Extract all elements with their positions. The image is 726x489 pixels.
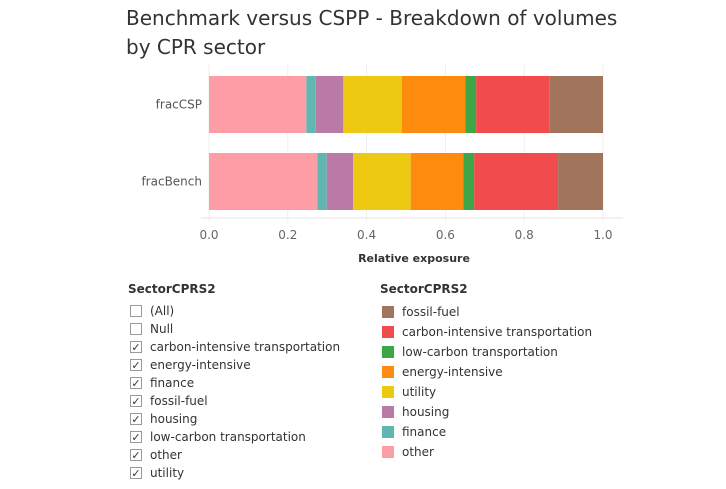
checkbox-checked-icon[interactable]: ✓: [130, 466, 142, 480]
filter-item-label: housing: [150, 412, 198, 426]
filter-title: SectorCPRS2: [128, 282, 216, 296]
filter-item-label: (All): [150, 304, 175, 318]
filter-item-label: utility: [150, 466, 185, 480]
legend-swatch: [382, 326, 394, 338]
bar-segment-utility[interactable]: [343, 76, 402, 133]
legend-item-label: finance: [402, 425, 447, 439]
legend-item-label: carbon-intensive transportation: [402, 325, 593, 339]
legend-item-label: energy-intensive: [402, 365, 503, 379]
x-axis-label: Relative exposure: [358, 252, 470, 265]
chart-bars: [209, 76, 603, 210]
legend-item-label: utility: [402, 385, 437, 399]
legend-item[interactable]: low-carbon transportation: [380, 342, 592, 362]
chart-title: Benchmark versus CSPP - Breakdown of vol…: [126, 6, 618, 59]
filter-item-label: fossil-fuel: [150, 394, 208, 408]
bar-segment-housing[interactable]: [315, 76, 344, 133]
filter-item[interactable]: ✓ fossil-fuel: [128, 392, 340, 410]
bar-segment-other[interactable]: [209, 76, 307, 133]
x-tick-label: 1.0: [593, 228, 612, 242]
filter-item[interactable]: (All): [128, 302, 340, 320]
x-tick-label: 0.0: [199, 228, 218, 242]
x-axis-ticks: 0.0 0.2 0.4 0.6 0.8 1.0: [199, 228, 612, 242]
x-tick-label: 0.2: [278, 228, 297, 242]
legend-item[interactable]: carbon-intensive transportation: [380, 322, 592, 342]
filter-item-label: other: [150, 448, 182, 462]
legend-swatch: [382, 426, 394, 438]
checkbox-checked-icon[interactable]: ✓: [130, 376, 142, 390]
checkbox-checked-icon[interactable]: ✓: [130, 448, 142, 462]
legend-item[interactable]: housing: [380, 402, 592, 422]
bar-segment-energy-intensive[interactable]: [401, 76, 466, 133]
x-tick-label: 0.4: [357, 228, 376, 242]
bar-segment-utility[interactable]: [353, 153, 411, 210]
legend-swatch: [382, 386, 394, 398]
checkbox-unchecked-icon[interactable]: [130, 305, 142, 317]
bar-segment-fossil-fuel[interactable]: [558, 153, 603, 210]
bar-segment-carbon-intensive-transportation[interactable]: [476, 76, 550, 133]
legend-item[interactable]: fossil-fuel: [380, 302, 592, 322]
bar-segment-low-carbon-transportation[interactable]: [463, 153, 475, 210]
filter-item[interactable]: Null: [128, 320, 340, 338]
filter-list: (All) Null ✓ carbon-intensive transportatio…: [128, 302, 340, 482]
bar-segment-other[interactable]: [209, 153, 318, 210]
bar-segment-fossil-fuel[interactable]: [549, 76, 603, 133]
checkbox-checked-icon[interactable]: ✓: [130, 412, 142, 426]
bar-segment-energy-intensive[interactable]: [410, 153, 464, 210]
filter-item-label: Null: [150, 322, 174, 336]
bar-segment-housing[interactable]: [326, 153, 354, 210]
legend-item[interactable]: utility: [380, 382, 592, 402]
legend-title: SectorCPRS2: [380, 282, 468, 296]
legend-swatch: [382, 366, 394, 378]
filter-item[interactable]: ✓ carbon-intensive transportation: [128, 338, 340, 356]
legend-swatch: [382, 306, 394, 318]
filter-item-label: carbon-intensive transportation: [150, 340, 341, 354]
category-label: fracCSP: [156, 98, 202, 112]
filter-item[interactable]: ✓ low-carbon transportation: [128, 428, 340, 446]
legend-item-label: other: [402, 445, 434, 459]
category-label: fracBench: [141, 175, 202, 189]
stacked-bar-chart: fracCSP fracBench 0.0 0.2 0.4 0.6 0.8 1.0 Rela…: [141, 64, 623, 265]
legend-swatch: [382, 346, 394, 358]
filter-item-label: energy-intensive: [150, 358, 251, 372]
filter-item-label: low-carbon transportation: [150, 430, 306, 444]
legend-list: fossil-fuel carbon-intensive transportati…: [380, 302, 592, 462]
legend-swatch: [382, 446, 394, 458]
sector-filter: SectorCPRS2 (All) Null ✓ carbon-intensive t…: [128, 282, 340, 482]
legend-item-label: low-carbon transportation: [402, 345, 558, 359]
category-labels: fracCSP fracBench: [141, 98, 202, 189]
legend-item-label: fossil-fuel: [402, 305, 460, 319]
checkbox-checked-icon[interactable]: ✓: [130, 358, 142, 372]
legend-item[interactable]: energy-intensive: [380, 362, 592, 382]
bar-segment-finance[interactable]: [317, 153, 327, 210]
filter-item[interactable]: ✓ housing: [128, 410, 340, 428]
bar-segment-finance[interactable]: [306, 76, 316, 133]
legend-item[interactable]: other: [380, 442, 592, 462]
bar-segment-low-carbon-transportation[interactable]: [465, 76, 477, 133]
filter-item[interactable]: ✓ other: [128, 446, 340, 464]
checkbox-checked-icon[interactable]: ✓: [130, 394, 142, 408]
bar-segment-carbon-intensive-transportation[interactable]: [474, 153, 559, 210]
legend-swatch: [382, 406, 394, 418]
checkbox-unchecked-icon[interactable]: [130, 323, 142, 335]
legend-item-label: housing: [402, 405, 450, 419]
x-tick-label: 0.8: [515, 228, 534, 242]
legend-item[interactable]: finance: [380, 422, 592, 442]
x-tick-label: 0.6: [436, 228, 455, 242]
filter-item-label: finance: [150, 376, 195, 390]
color-legend: SectorCPRS2 fossil-fuel carbon-intensive …: [380, 282, 592, 462]
checkbox-checked-icon[interactable]: ✓: [130, 340, 142, 354]
filter-item[interactable]: ✓ utility: [128, 464, 340, 482]
filter-item[interactable]: ✓ finance: [128, 374, 340, 392]
checkbox-checked-icon[interactable]: ✓: [130, 430, 142, 444]
filter-item[interactable]: ✓ energy-intensive: [128, 356, 340, 374]
